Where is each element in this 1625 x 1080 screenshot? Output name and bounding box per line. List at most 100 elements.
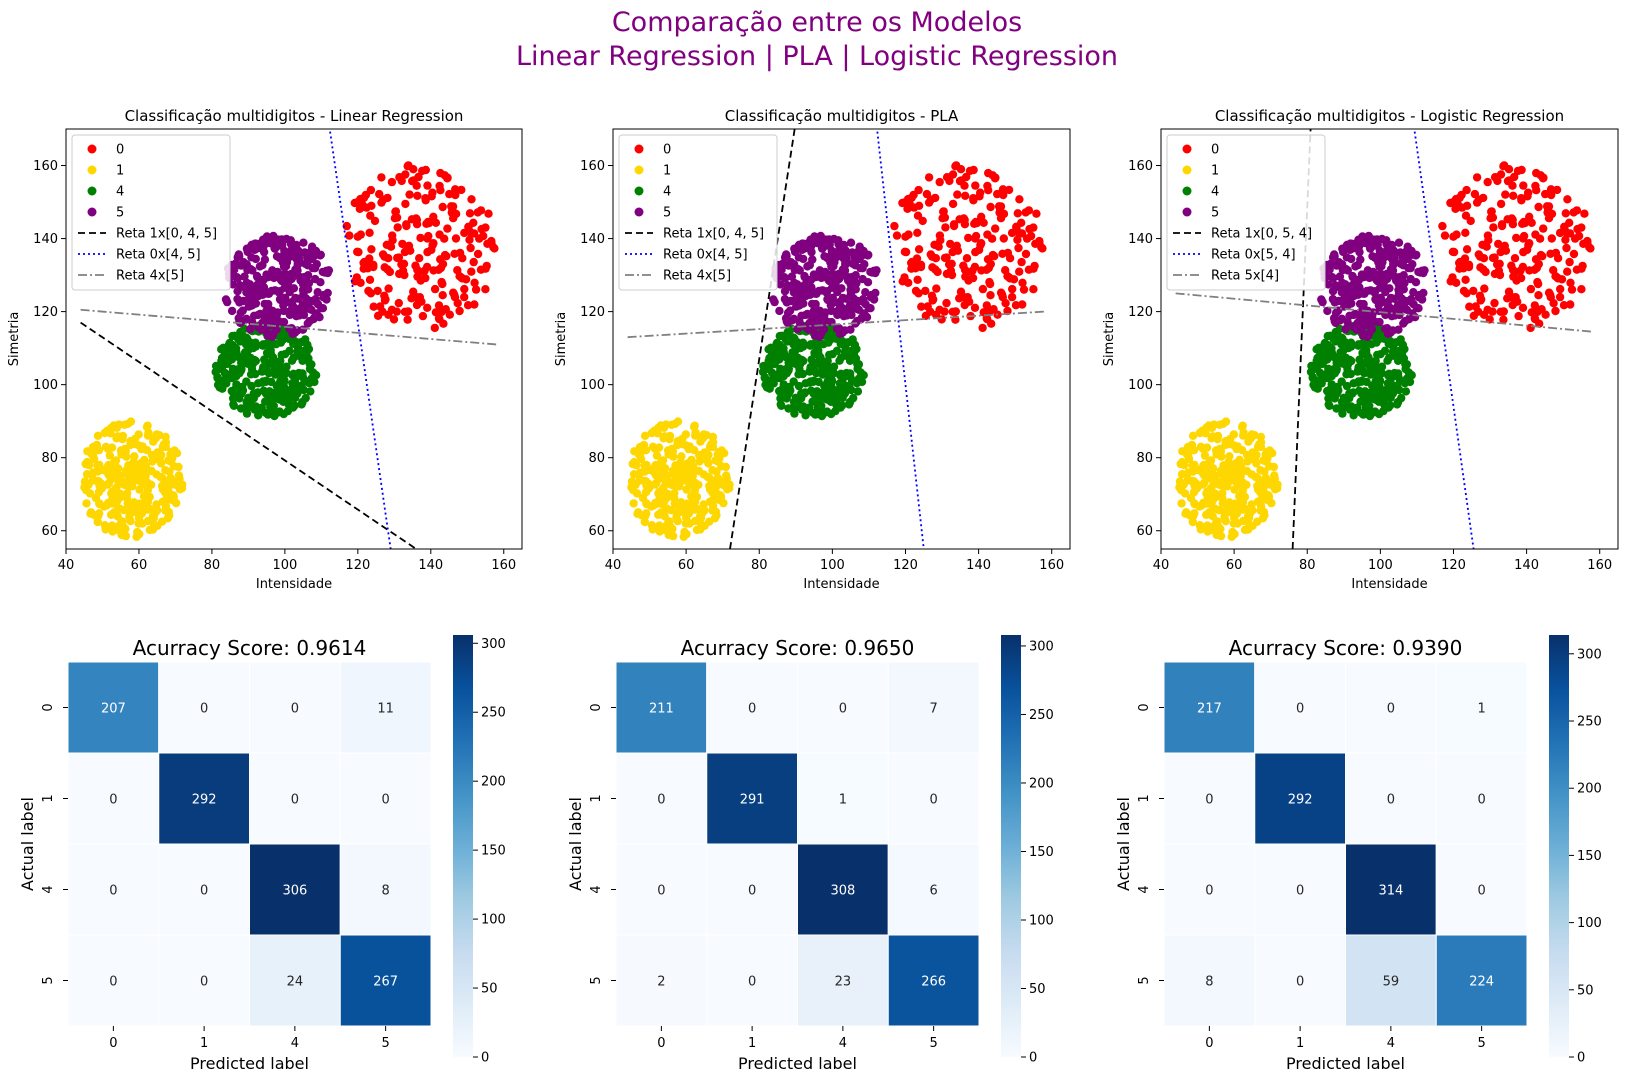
point-class-4	[232, 348, 241, 357]
point-class-0	[983, 181, 992, 191]
point-class-4	[217, 345, 226, 354]
point-class-4	[1324, 394, 1333, 403]
point-class-1	[632, 460, 641, 470]
point-class-0	[978, 284, 988, 294]
point-class-1	[143, 421, 152, 430]
point-class-1	[97, 465, 107, 474]
x-axis-label: Predicted label	[738, 1054, 857, 1073]
point-class-1	[1227, 532, 1236, 541]
legend-label: Reta 1x[0, 5, 4]	[1211, 227, 1312, 242]
point-class-0	[1503, 176, 1513, 186]
point-class-4	[264, 394, 273, 404]
x-tick-label: 1	[1296, 1036, 1304, 1051]
point-class-0	[942, 298, 951, 308]
heatmap-cell	[887, 752, 980, 845]
point-class-0	[393, 223, 402, 232]
point-class-5	[858, 274, 867, 284]
point-class-0	[422, 262, 432, 272]
point-class-0	[1513, 166, 1523, 176]
point-class-1	[1256, 442, 1266, 452]
point-class-0	[1499, 162, 1508, 171]
legend-label: Reta 4x[5]	[116, 269, 184, 284]
decision-line-1	[729, 129, 796, 549]
legend-label: 1	[1211, 164, 1219, 179]
point-class-5	[270, 244, 280, 253]
point-class-1	[1238, 486, 1248, 495]
point-class-1	[640, 431, 650, 440]
point-class-5	[298, 325, 308, 334]
point-class-0	[411, 261, 420, 270]
point-class-0	[443, 173, 452, 182]
point-class-0	[1557, 275, 1567, 284]
point-class-5	[872, 266, 881, 275]
point-class-4	[273, 359, 282, 369]
point-class-0	[1512, 276, 1521, 285]
point-class-4	[785, 388, 794, 397]
point-class-4	[837, 401, 847, 410]
point-class-0	[1035, 236, 1044, 246]
point-class-0	[1022, 234, 1032, 243]
x-tick-label: 60	[1226, 558, 1243, 573]
point-class-0	[1499, 315, 1508, 324]
point-class-0	[998, 293, 1007, 302]
point-class-4	[1386, 393, 1395, 402]
cell-value: 267	[373, 975, 398, 990]
point-class-1	[1177, 499, 1186, 508]
point-class-0	[1560, 222, 1569, 231]
point-class-4	[832, 346, 842, 355]
cell-value: 0	[1387, 702, 1395, 717]
point-class-0	[1461, 228, 1470, 237]
point-class-1	[125, 482, 134, 491]
point-class-0	[946, 239, 955, 249]
point-class-0	[1472, 173, 1482, 182]
point-class-5	[1386, 328, 1395, 337]
point-class-1	[163, 495, 172, 504]
point-class-0	[1530, 314, 1540, 323]
point-class-5	[287, 269, 296, 279]
point-class-4	[1333, 388, 1342, 397]
heatmap-cell	[67, 752, 160, 845]
point-class-0	[1448, 247, 1458, 256]
point-class-5	[233, 294, 242, 304]
point-class-1	[121, 447, 130, 456]
point-class-0	[1440, 231, 1450, 240]
heatmap-title: Acurracy Score: 0.9650	[681, 636, 915, 660]
point-class-1	[106, 429, 115, 438]
y-tick-label: 0	[589, 703, 604, 711]
point-class-0	[481, 285, 490, 294]
point-class-0	[912, 258, 921, 267]
point-class-5	[1409, 288, 1418, 297]
point-class-4	[230, 385, 240, 394]
point-class-1	[634, 508, 643, 517]
point-class-0	[1518, 262, 1528, 272]
point-class-4	[779, 348, 788, 357]
cell-value: 308	[830, 884, 855, 899]
heatmap-cell	[158, 843, 250, 936]
point-class-1	[86, 508, 96, 517]
point-class-0	[1556, 284, 1565, 294]
point-class-1	[1238, 421, 1247, 430]
y-axis-label: Simetria	[1102, 312, 1117, 367]
scatter-plot-1: 40 60 80 100 120 140 1606080100120140160Classi…	[7, 107, 523, 592]
cell-value: 0	[1296, 975, 1304, 990]
point-class-4	[1312, 345, 1321, 354]
point-class-1	[1213, 431, 1223, 441]
point-class-1	[676, 507, 685, 516]
point-class-1	[93, 517, 102, 527]
heatmap-cell	[706, 752, 798, 845]
point-class-1	[1213, 521, 1223, 531]
heatmap-cell	[1254, 934, 1346, 1027]
point-class-4	[217, 353, 227, 363]
decision-line-2	[328, 129, 392, 549]
point-class-1	[710, 495, 719, 504]
point-class-1	[105, 451, 115, 460]
heatmap-cell	[249, 934, 341, 1027]
point-class-4	[219, 375, 229, 385]
legend-marker	[634, 165, 644, 175]
colorbar-tick-label: 150	[481, 844, 506, 859]
point-class-5	[1342, 301, 1352, 310]
point-class-0	[935, 231, 945, 240]
point-class-1	[685, 480, 695, 489]
point-class-0	[1021, 249, 1031, 259]
heatmap-cell	[67, 934, 160, 1027]
